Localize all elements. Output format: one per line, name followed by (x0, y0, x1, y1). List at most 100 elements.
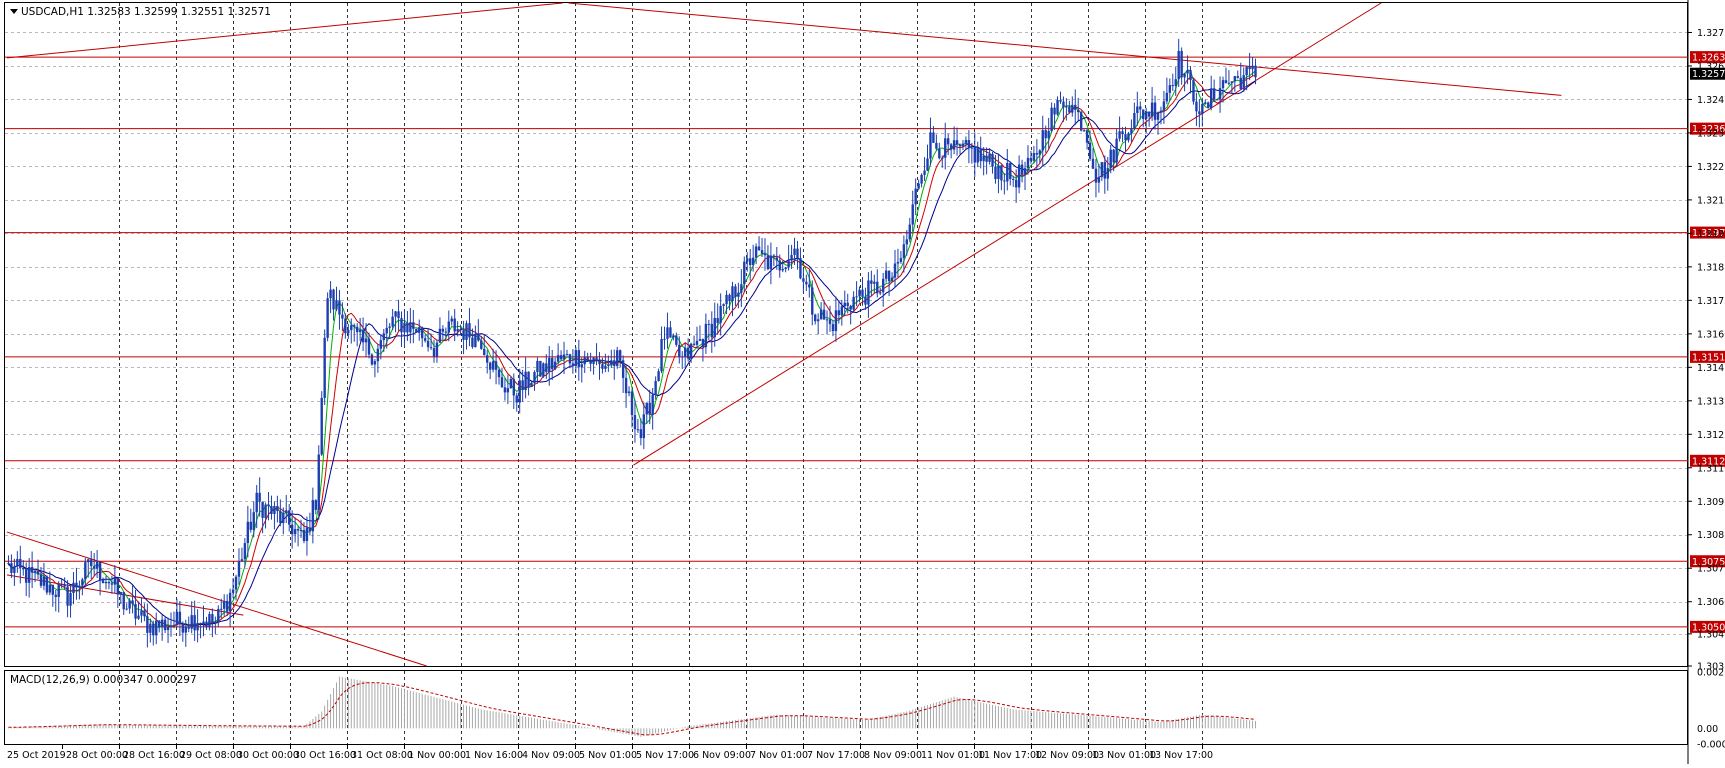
candle-body (1156, 112, 1160, 120)
candle-body (246, 521, 250, 544)
trendline (6, 531, 427, 667)
candle-body (1204, 102, 1207, 105)
candle-body (1032, 153, 1036, 161)
price-axis: 1.32725 1.32600 1.32475 1.32350 1.32225 1.321… (1688, 28, 1725, 673)
candle-body (881, 278, 885, 293)
candle-body (876, 281, 879, 294)
time-axis-label: 6 Nov 09:00 (693, 750, 751, 761)
candle-body (828, 319, 832, 325)
candle-body (353, 325, 356, 327)
candle-body (648, 402, 651, 415)
candle-body (373, 361, 377, 365)
candle-body (1195, 101, 1198, 112)
candle-body (831, 324, 835, 332)
candle-body (1079, 112, 1083, 131)
candle-body (305, 527, 309, 542)
candle-body (1174, 79, 1177, 86)
candle-body (630, 391, 634, 416)
candle-body (152, 623, 155, 636)
candle-body (929, 132, 932, 159)
dropdown-triangle-icon[interactable] (10, 9, 18, 14)
candle-body (849, 306, 852, 310)
candle-body (199, 622, 202, 624)
candle-body (627, 391, 631, 394)
candle-body (855, 296, 858, 298)
candle-body (288, 510, 291, 525)
candle-body (760, 250, 764, 254)
candle-body (562, 354, 566, 360)
candle-body (740, 284, 743, 293)
time-axis-label: 7 Nov 17:00 (807, 750, 865, 761)
price-axis-label: 1.31100 (1697, 463, 1725, 474)
level-price-label: 1.30506 (1692, 622, 1725, 633)
candlesticks (7, 38, 1257, 648)
candle-body (811, 287, 814, 315)
candle-body (1186, 70, 1189, 74)
candle-body (1180, 50, 1183, 78)
candle-body (273, 505, 276, 514)
candle-body (861, 289, 864, 297)
candle-body (920, 174, 923, 184)
candle-body (101, 580, 105, 584)
candle-body (110, 583, 114, 585)
candle-body (323, 337, 326, 398)
candle-body (905, 239, 909, 245)
candle-body (285, 510, 288, 513)
candle-body (1162, 101, 1166, 111)
candle-body (255, 492, 258, 513)
candle-body (1136, 106, 1139, 113)
candle-body (1171, 85, 1174, 87)
candle-body (415, 328, 418, 333)
candle-body (802, 278, 805, 282)
candle-body (1224, 80, 1228, 83)
candle-body (157, 620, 161, 628)
macd-signal-line (8, 682, 1256, 736)
price-axis-label: 1.30360 (1697, 662, 1725, 673)
candle-body (1082, 130, 1086, 132)
candle-body (459, 329, 462, 331)
candle-body (344, 318, 347, 334)
candle-body (879, 292, 882, 294)
time-axis-label: 7 Nov 01:00 (750, 750, 808, 761)
candle-body (994, 166, 997, 180)
candle-body (426, 340, 430, 348)
candle-body (347, 330, 350, 334)
candle-body (553, 361, 557, 370)
candle-body (66, 586, 69, 606)
candle-body (663, 338, 666, 340)
candle-body (7, 563, 10, 565)
candle-body (302, 530, 306, 542)
candle-body (1091, 158, 1095, 169)
candle-body (98, 561, 102, 581)
candle-body (137, 615, 140, 619)
candle-body (955, 140, 959, 145)
candle-body (394, 311, 397, 317)
candle-body (1009, 163, 1012, 180)
candle-body (716, 318, 719, 323)
time-axis-label: 13 Nov 01:00 (1092, 750, 1156, 761)
level-price-label: 1.31978 (1692, 228, 1725, 239)
candle-body (51, 584, 55, 595)
candle-body (462, 330, 465, 340)
candle-body (361, 329, 365, 343)
candle-body (979, 148, 982, 162)
candle-body (852, 296, 855, 310)
candle-body (893, 263, 897, 278)
candle-body (1088, 142, 1092, 159)
candle-body (908, 224, 911, 240)
candle-body (293, 529, 297, 535)
candle-body (36, 571, 40, 575)
candle-body (574, 350, 578, 367)
candle-body (1118, 131, 1121, 139)
macd-axis-label: 0.002667 (1697, 668, 1725, 679)
candle-body (444, 331, 448, 333)
candle-body (589, 359, 592, 364)
candle-body (580, 364, 583, 368)
candle-body (805, 281, 808, 285)
candle-body (1029, 157, 1033, 161)
candle-body (234, 576, 238, 590)
price-axis-label: 1.32100 (1697, 195, 1725, 206)
